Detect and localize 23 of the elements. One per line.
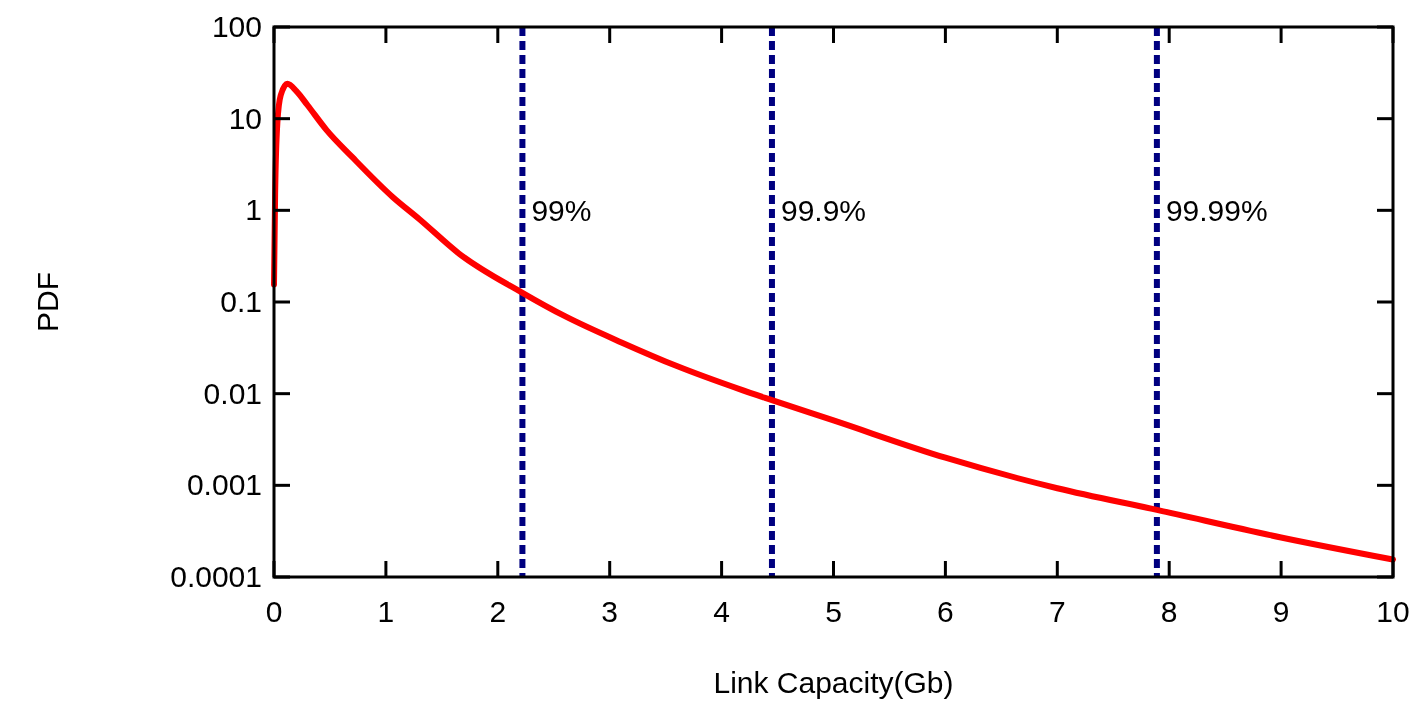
y-tick-label: 0.1 [220,285,262,318]
annotation: 99% [531,193,592,227]
x-tick-label: 10 [1376,595,1410,628]
annotation: 99.99% [1165,193,1268,227]
y-tick-label: 0.0001 [170,560,262,593]
annotation: 99.9% [780,193,867,227]
x-tick-label: 9 [1272,595,1290,628]
x-tick-label: 3 [601,595,619,628]
y-tick-label: 0.01 [203,376,262,410]
x-tick-label: 1 [377,595,395,628]
x-tick-label: 6 [937,595,954,628]
x-tick-label: 5 [825,595,842,628]
x-axis-title: Link Capacity(Gb) [713,666,954,699]
x-tick-label: 0 [265,595,283,628]
x-tick-label: 8 [1160,595,1178,628]
y-tick-label: 1 [245,193,262,227]
y-tick-label: 10 [228,101,262,135]
x-tick-label: 4 [713,595,730,628]
y-axis-title: PDF [31,272,64,332]
y-tick-label: 0.001 [186,468,262,502]
x-tick-label: 7 [1048,595,1066,628]
x-tick-label: 2 [489,595,507,628]
y-tick-label: 100 [211,10,262,43]
